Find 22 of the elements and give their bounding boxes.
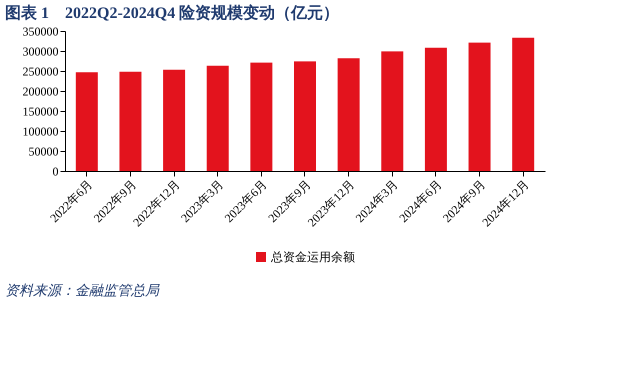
y-tick-label: 200000 (22, 84, 58, 98)
bar (424, 48, 447, 171)
bar (119, 72, 142, 171)
y-tick-label: 50000 (28, 144, 58, 158)
chart-title: 图表 1 2022Q2-2024Q4 险资规模变动（亿元） (5, 4, 340, 22)
bar (206, 66, 229, 171)
y-tick-label: 250000 (22, 64, 58, 78)
bar (163, 70, 186, 171)
bar (512, 38, 534, 171)
bar (294, 61, 316, 171)
y-tick-label: 350000 (22, 24, 58, 38)
bar (76, 72, 98, 171)
legend-label: 总资金运用余额 (270, 250, 355, 264)
y-tick-label: 150000 (22, 104, 58, 118)
y-tick-label: 100000 (22, 124, 58, 138)
text: 资料来源：金融监管总局 (5, 283, 160, 299)
bar (338, 58, 360, 171)
bar (381, 51, 404, 171)
bar (468, 42, 491, 171)
y-tick-label: 0 (52, 164, 58, 178)
y-tick-label: 300000 (22, 44, 58, 58)
bar (250, 62, 272, 171)
